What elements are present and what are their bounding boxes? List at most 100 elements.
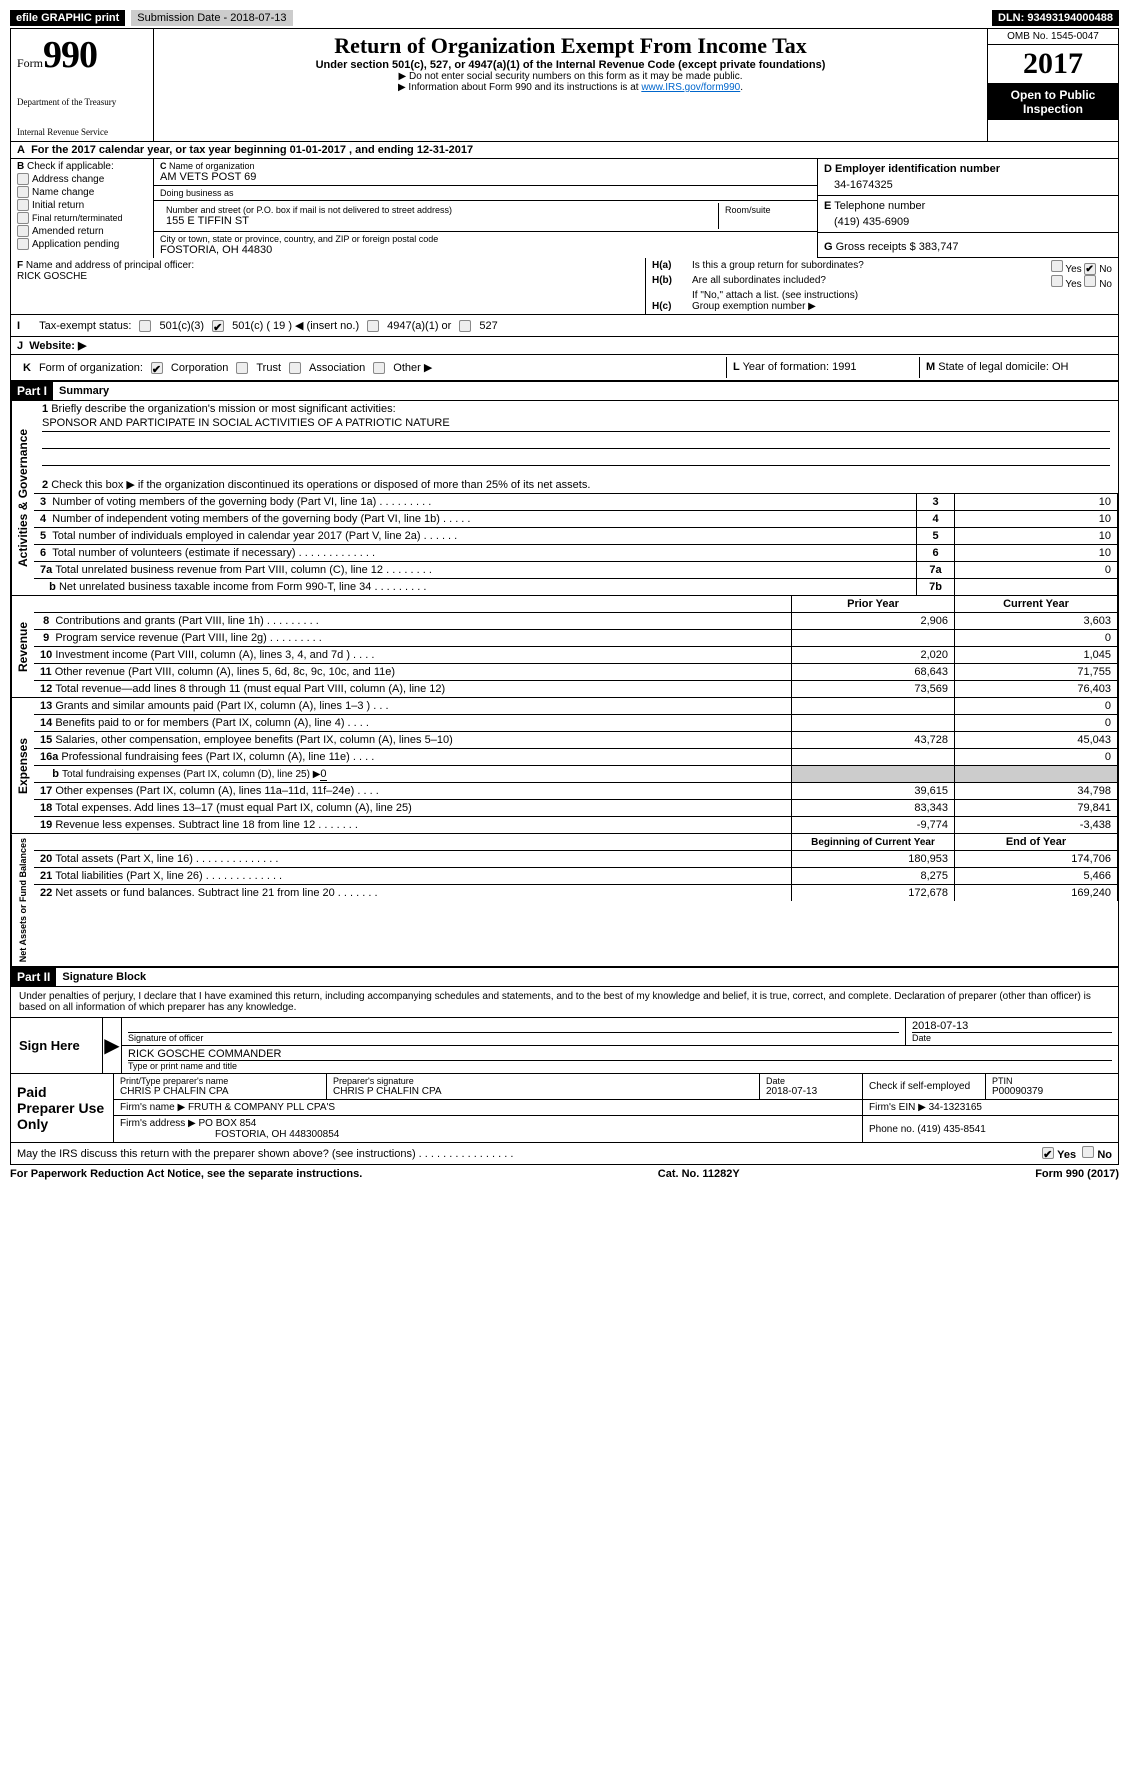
line3-val: 10 — [955, 494, 1118, 511]
cb-discuss-no[interactable] — [1082, 1146, 1094, 1158]
line11-cur: 71,755 — [955, 664, 1118, 681]
dln-label: DLN: 93493194000488 — [992, 10, 1119, 26]
line16b-val: 0 — [320, 768, 326, 781]
pra-notice: For Paperwork Reduction Act Notice, see … — [10, 1168, 362, 1180]
perjury-text: Under penalties of perjury, I declare th… — [11, 987, 1118, 1017]
line21-end: 5,466 — [955, 868, 1118, 885]
line7a-val: 0 — [955, 562, 1118, 579]
cb-amended[interactable] — [17, 225, 29, 237]
firm-name: FRUTH & COMPANY PLL CPA'S — [188, 1102, 335, 1113]
line18-prior: 83,343 — [792, 800, 955, 817]
line20-end: 174,706 — [955, 851, 1118, 868]
gross-receipts: 383,747 — [919, 241, 959, 253]
top-bar: efile GRAPHIC print Submission Date - 20… — [10, 10, 1119, 26]
cb-ha-yes[interactable] — [1051, 260, 1063, 272]
part-i-label: Part I — [11, 382, 53, 400]
line10-prior: 2,020 — [792, 647, 955, 664]
cb-501c[interactable]: ✔ — [212, 320, 224, 332]
line21-begin: 8,275 — [792, 868, 955, 885]
line6-val: 10 — [955, 545, 1118, 562]
line5-val: 10 — [955, 528, 1118, 545]
line10-cur: 1,045 — [955, 647, 1118, 664]
year-formation: 1991 — [832, 361, 856, 373]
form-ref: Form 990 (2017) — [1035, 1168, 1119, 1180]
sign-here-label: Sign Here — [11, 1018, 103, 1073]
line15-prior: 43,728 — [792, 732, 955, 749]
cb-corp[interactable]: ✔ — [151, 362, 163, 374]
org-name: AM VETS POST 69 — [160, 171, 811, 183]
line11-prior: 68,643 — [792, 664, 955, 681]
tax-year: 2017 — [988, 45, 1118, 84]
cat-no: Cat. No. 11282Y — [658, 1168, 740, 1180]
mission-text: SPONSOR AND PARTICIPATE IN SOCIAL ACTIVI… — [42, 415, 1110, 432]
vlabel-activities: Activities & Governance — [11, 401, 34, 595]
cb-501c3[interactable] — [139, 320, 151, 332]
form-subtitle: Under section 501(c), 527, or 4947(a)(1)… — [162, 59, 979, 71]
ptin: P00090379 — [992, 1086, 1112, 1097]
officer-signature: RICK GOSCHE COMMANDER — [128, 1048, 1112, 1061]
form-header: Form990 Department of the Treasury Inter… — [10, 28, 1119, 142]
cb-address[interactable] — [17, 173, 29, 185]
cb-assoc[interactable] — [289, 362, 301, 374]
line19-cur: -3,438 — [955, 817, 1118, 834]
cb-4947[interactable] — [367, 320, 379, 332]
ein: 34-1674325 — [824, 175, 1112, 191]
cb-hb-no[interactable] — [1084, 275, 1096, 287]
preparer-sig: CHRIS P CHALFIN CPA — [333, 1086, 753, 1097]
telephone: (419) 435-6909 — [824, 212, 1112, 228]
vlabel-revenue: Revenue — [11, 596, 34, 697]
cb-name[interactable] — [17, 186, 29, 198]
line15-cur: 45,043 — [955, 732, 1118, 749]
open-public: Open to Public Inspection — [988, 84, 1118, 120]
section-b: B Check if applicable: Address change Na… — [11, 159, 154, 258]
line17-prior: 39,615 — [792, 783, 955, 800]
line20-begin: 180,953 — [792, 851, 955, 868]
line12-cur: 76,403 — [955, 681, 1118, 698]
form-title: Return of Organization Exempt From Incom… — [162, 33, 979, 59]
efile-button[interactable]: efile GRAPHIC print — [10, 10, 125, 26]
cb-ha-no[interactable]: ✔ — [1084, 263, 1096, 275]
firm-phone: (419) 435-8541 — [917, 1124, 985, 1135]
cb-pending[interactable] — [17, 238, 29, 250]
line13-cur: 0 — [955, 698, 1118, 715]
website-field: Website: ▶ — [29, 340, 86, 352]
paid-preparer-label: Paid Preparer Use Only — [11, 1074, 114, 1142]
line4-val: 10 — [955, 511, 1118, 528]
form-number: 990 — [43, 34, 97, 76]
dept-treasury: Department of the Treasury — [17, 97, 147, 107]
cb-discuss-yes[interactable]: ✔ — [1042, 1147, 1054, 1159]
section-c: C Name of organization AM VETS POST 69 D… — [154, 159, 817, 258]
vlabel-net: Net Assets or Fund Balances — [11, 834, 34, 966]
city: FOSTORIA, OH 44830 — [160, 244, 811, 256]
line14-cur: 0 — [955, 715, 1118, 732]
arrow-icon: ▶ — [103, 1018, 122, 1073]
state-domicile: OH — [1052, 361, 1069, 373]
irs-label: Internal Revenue Service — [17, 127, 147, 137]
line22-begin: 172,678 — [792, 885, 955, 902]
line9-cur: 0 — [955, 630, 1118, 647]
line16a-cur: 0 — [955, 749, 1118, 766]
discuss-text: May the IRS discuss this return with the… — [17, 1148, 513, 1160]
cb-other[interactable] — [373, 362, 385, 374]
irs-link[interactable]: www.IRS.gov/form990 — [641, 82, 740, 93]
line8-cur: 3,603 — [955, 613, 1118, 630]
line22-end: 169,240 — [955, 885, 1118, 902]
firm-ein: 34-1323165 — [929, 1102, 982, 1113]
cb-final[interactable] — [17, 212, 29, 224]
section-deg: D Employer identification number 34-1674… — [817, 159, 1118, 258]
cb-initial[interactable] — [17, 199, 29, 211]
preparer-name: CHRIS P CHALFIN CPA — [120, 1086, 320, 1097]
cb-527[interactable] — [459, 320, 471, 332]
sig-date: 2018-07-13 — [912, 1020, 1112, 1033]
line19-prior: -9,774 — [792, 817, 955, 834]
cb-trust[interactable] — [236, 362, 248, 374]
line8-prior: 2,906 — [792, 613, 955, 630]
submission-date: Submission Date - 2018-07-13 — [131, 10, 292, 26]
section-a: A For the 2017 calendar year, or tax yea… — [10, 142, 1119, 159]
prep-date: 2018-07-13 — [766, 1086, 856, 1097]
cb-hb-yes[interactable] — [1051, 275, 1063, 287]
vlabel-expenses: Expenses — [11, 698, 34, 833]
part-ii-label: Part II — [11, 968, 56, 986]
officer-name: RICK GOSCHE — [17, 271, 639, 282]
line17-cur: 34,798 — [955, 783, 1118, 800]
